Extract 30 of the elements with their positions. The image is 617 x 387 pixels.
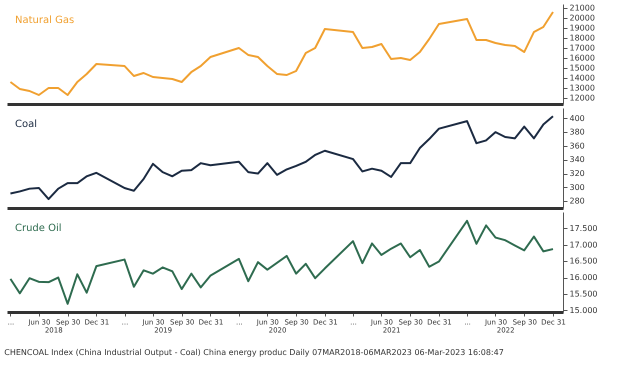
line-series — [9, 11, 554, 96]
line-series — [9, 220, 554, 305]
y-tick-label: 21000 — [570, 4, 595, 12]
y-tick-label: 19000 — [570, 24, 595, 32]
text: CHENCOAL Index (China Industrial Output - Coal) China energy produc Daily 07MAR2018-06MAR2023 06-Mar-2023 16:08:47 — [4, 348, 504, 357]
y-tick-label: 17.500 — [570, 224, 598, 233]
y-tick-label: 360 — [570, 141, 585, 150]
text: Crude Oil — [15, 223, 62, 234]
y-tick-label: 340 — [570, 155, 585, 164]
y-tick-label: 13000 — [570, 84, 595, 92]
y-tick-label: 15.500 — [570, 289, 598, 298]
y-tick-label: 400 — [570, 114, 585, 123]
y-tick-label: 380 — [570, 128, 585, 137]
y-tick-label: 18000 — [570, 34, 595, 42]
y-tick-label: 16.500 — [570, 256, 598, 266]
y-tick-label: 12000 — [570, 94, 595, 102]
y-tick-label: 15.000 — [570, 306, 598, 315]
text: Natural Gas — [15, 15, 74, 26]
y-tick-label: 16000 — [570, 54, 595, 62]
y-tick-label: 17.000 — [570, 240, 598, 250]
y-tick-label: 320 — [570, 169, 585, 178]
line-series — [9, 115, 554, 200]
y-tick-label: 16.000 — [570, 273, 598, 282]
y-tick-label: 15000 — [570, 64, 595, 72]
y-tick-label: 300 — [570, 182, 585, 192]
y-tick-label: 20000 — [570, 14, 595, 22]
y-tick-label: 17000 — [570, 44, 595, 52]
y-tick-label: 14000 — [570, 74, 595, 82]
text: Coal — [15, 119, 38, 130]
y-tick-label: 280 — [570, 196, 585, 206]
